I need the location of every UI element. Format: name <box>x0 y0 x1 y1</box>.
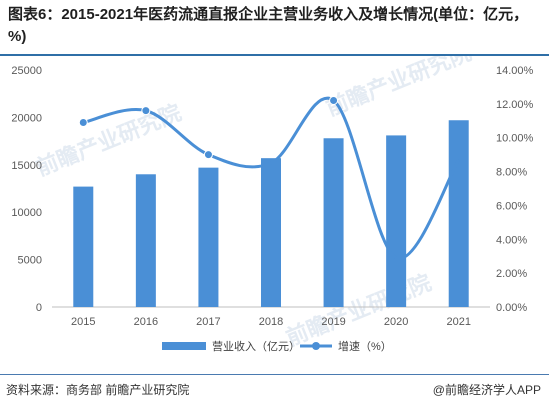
left-tick-label: 10000 <box>11 207 42 219</box>
x-tick-label: 2018 <box>259 316 283 328</box>
legend-bar-swatch <box>162 342 206 350</box>
x-tick-label: 2016 <box>134 316 158 328</box>
left-tick-label: 25000 <box>11 65 42 77</box>
left-tick-label: 0 <box>36 302 42 314</box>
growth-markers <box>78 95 339 160</box>
revenue-bar <box>261 158 281 307</box>
revenue-bar <box>135 174 156 307</box>
left-tick-label: 5000 <box>18 255 42 267</box>
source-note: 资料来源：商务部 前瞻产业研究院 <box>6 383 190 397</box>
legend: 营业收入（亿元） 增速（%） <box>162 339 392 353</box>
watermark-text: 前瞻产业研究院 <box>33 100 186 182</box>
revenue-bar <box>323 138 344 307</box>
revenue-bar <box>73 186 94 307</box>
brand-label: @前瞻经济学人APP <box>432 383 541 397</box>
right-tick-label: 10.00% <box>496 133 534 145</box>
left-axis: 0 5000 10000 15000 20000 25000 <box>11 65 42 314</box>
right-tick-label: 4.00% <box>496 234 527 246</box>
chart-title: 图表6：2015-2021年医药流通直报企业主营业务收入及增长情况(单位：亿元，… <box>8 6 529 45</box>
revenue-bar <box>198 167 219 307</box>
legend-line-label: 增速（%） <box>338 339 392 353</box>
watermark-text: 前瞻产业研究院 <box>323 56 476 122</box>
x-tick-label: 2019 <box>321 316 345 328</box>
growth-point <box>329 95 339 105</box>
right-tick-label: 2.00% <box>496 268 527 280</box>
x-tick-label: 2015 <box>71 316 95 328</box>
revenue-bar <box>386 135 407 307</box>
revenue-bar <box>448 120 469 307</box>
left-tick-label: 20000 <box>11 112 42 124</box>
legend-line-marker <box>312 342 320 350</box>
right-tick-label: 12.00% <box>496 99 534 111</box>
growth-point <box>141 106 151 116</box>
x-tick-label: 2020 <box>384 316 408 328</box>
legend-bar-label: 营业收入（亿元） <box>212 339 300 353</box>
growth-point <box>78 117 88 127</box>
right-tick-label: 8.00% <box>496 167 527 179</box>
footer-divider <box>0 374 549 375</box>
right-axis: 0.00% 2.00% 4.00% 6.00% 8.00% 10.00% 12.00% 14.… <box>496 65 534 314</box>
right-tick-label: 0.00% <box>496 302 527 314</box>
left-tick-label: 15000 <box>11 160 42 172</box>
bar-series <box>73 120 469 307</box>
x-tick-label: 2021 <box>446 316 470 328</box>
x-axis-labels: 2015 2016 2017 2018 2019 2020 2021 <box>71 316 471 328</box>
right-tick-label: 6.00% <box>496 200 527 212</box>
x-tick-label: 2017 <box>196 316 220 328</box>
growth-point <box>203 150 213 160</box>
title-divider <box>0 54 549 56</box>
watermark-text: 前瞻产业研究院 <box>283 270 436 352</box>
growth-line <box>82 96 461 260</box>
right-tick-label: 14.00% <box>496 65 534 77</box>
